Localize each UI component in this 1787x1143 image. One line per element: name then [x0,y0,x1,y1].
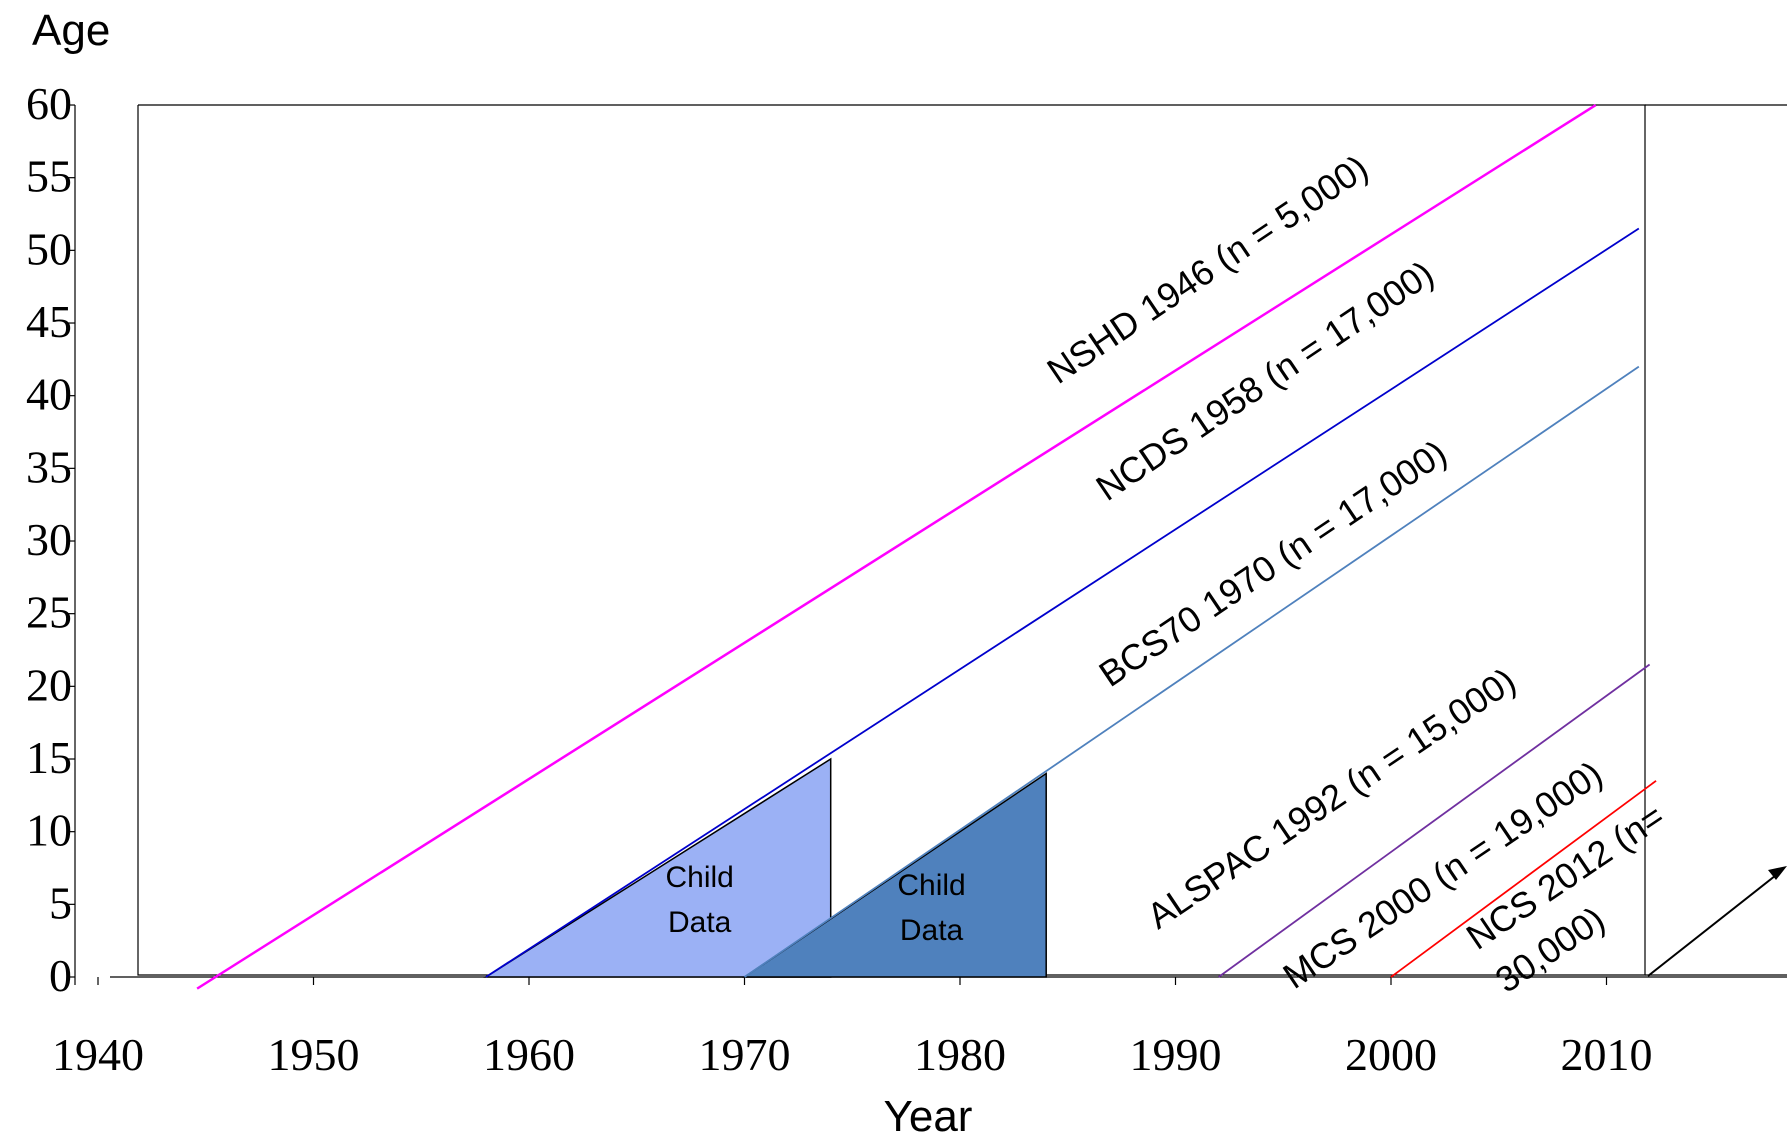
y-tick-label: 50 [26,223,72,274]
cohort-line [743,365,1640,978]
x-tick-label: 2010 [1561,1029,1653,1080]
x-tick-label: 1940 [52,1029,144,1080]
child-data-area [483,757,832,978]
x-axis: 1940 1950 1960 1970 1980 1990 2000 2010 [52,977,1653,1080]
y-tick-label: 5 [49,877,72,928]
x-tick-label: 1980 [914,1029,1006,1080]
x-tick-label: 1950 [268,1029,360,1080]
y-tick-label: 60 [26,78,72,129]
cohort-line [485,227,1640,978]
arrow-head-icon [1768,866,1787,880]
y-tick-label: 20 [26,659,72,710]
y-axis: 0 5 10 15 20 25 30 35 40 45 50 55 60 [26,78,75,1001]
y-tick-label: 55 [26,151,72,202]
y-tick-label: 45 [26,296,72,347]
y-tick-label: 35 [26,441,72,492]
x-tick-label: 2000 [1345,1029,1437,1080]
y-axis-label: Age [32,6,110,55]
x-tick-label: 1970 [699,1029,791,1080]
cohort-lines [196,103,1657,990]
y-tick-label: 0 [49,950,72,1001]
cohort-labels: NSHD 1946 (n = 5,000)NCDS 1958 (n = 17,0… [1040,147,1672,1001]
cohort-line [1218,663,1651,978]
x-tick-label: 1960 [483,1029,575,1080]
y-tick-label: 40 [26,369,72,420]
x-axis-label: Year [884,1092,973,1141]
cohort-line [196,103,1597,990]
y-tick-label: 30 [26,514,72,565]
y-tick-label: 15 [26,732,72,783]
child-data-label: Child Data [897,869,965,947]
future-arrow-line [1647,871,1781,977]
child-data-areas: Child Data Child Data [483,757,1047,978]
y-tick-label: 10 [26,805,72,856]
child-data-label: Child Data [665,861,733,939]
cohort-line [1390,780,1657,978]
x-tick-label: 1990 [1130,1029,1222,1080]
y-tick-label: 25 [26,587,72,638]
